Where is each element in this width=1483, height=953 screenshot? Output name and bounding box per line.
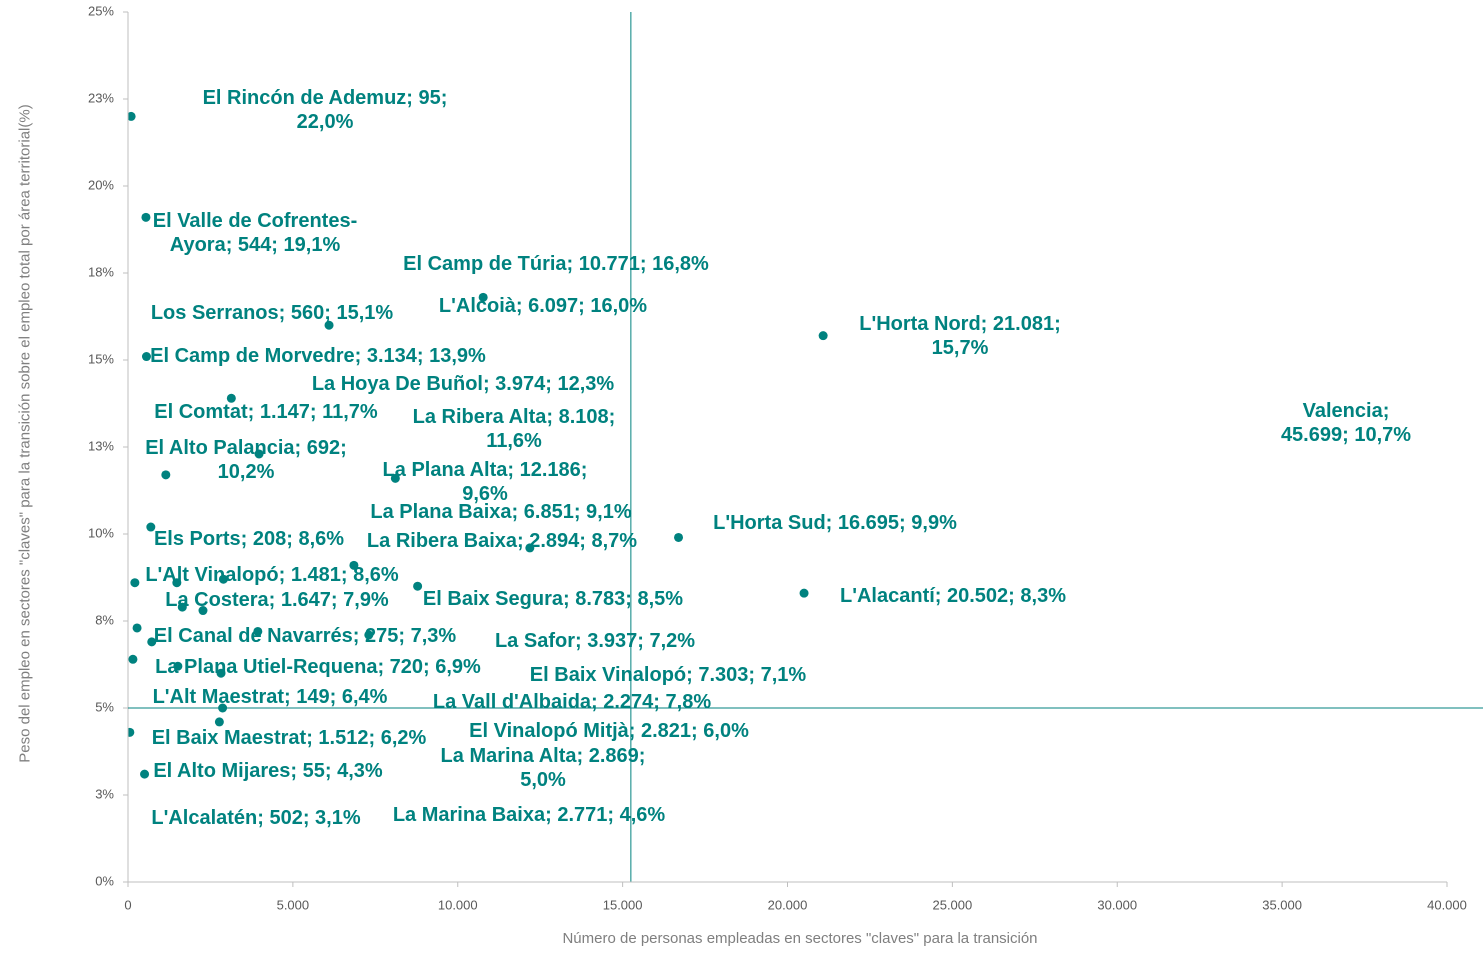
x-tick-label: 40.000 bbox=[1427, 897, 1467, 912]
data-label: La Ribera Alta; 8.108; 11,6% bbox=[412, 406, 616, 452]
data-label: La Marina Baixa; 2.771; 4,6% bbox=[392, 804, 666, 826]
data-label: El Camp de Túria; 10.771; 16,8% bbox=[403, 253, 709, 275]
y-tick-label: 13% bbox=[88, 438, 114, 453]
data-label: El Alto Mijares; 55; 4,3% bbox=[153, 760, 383, 782]
point bbox=[818, 331, 828, 341]
data-label: El Baix Segura; 8.783; 8,5% bbox=[422, 588, 684, 610]
point bbox=[140, 769, 150, 779]
data-label: El Camp de Morvedre; 3.134; 13,9% bbox=[150, 345, 486, 367]
point bbox=[226, 393, 236, 403]
point bbox=[132, 623, 142, 633]
x-tick-label: 30.000 bbox=[1097, 897, 1137, 912]
x-tick-label: 10.000 bbox=[438, 897, 478, 912]
point bbox=[324, 320, 334, 330]
point bbox=[141, 352, 151, 362]
data-label: El Rincón de Ademuz; 95; 22,0% bbox=[202, 87, 448, 133]
y-tick-label: 3% bbox=[95, 786, 114, 801]
x-tick-label: 35.000 bbox=[1262, 897, 1302, 912]
data-label: La Plana Utiel-Requena; 720; 6,9% bbox=[155, 656, 481, 678]
point bbox=[198, 606, 208, 616]
y-tick-label: 18% bbox=[88, 264, 114, 279]
data-label: La Hoya De Buñol; 3.974; 12,3% bbox=[311, 373, 615, 395]
data-label: L'Horta Sud; 16.695; 9,9% bbox=[713, 512, 957, 534]
point bbox=[141, 212, 151, 222]
point bbox=[173, 661, 183, 671]
data-label: L'Alacantí; 20.502; 8,3% bbox=[840, 585, 1066, 607]
x-tick-label: 5.000 bbox=[277, 897, 310, 912]
data-label: El Canal de Navarrés; 275; 7,3% bbox=[153, 625, 457, 647]
data-label: La Safor; 3.937; 7,2% bbox=[494, 630, 696, 652]
y-tick-label: 10% bbox=[88, 525, 114, 540]
point bbox=[130, 578, 140, 588]
x-tick-label: 20.000 bbox=[768, 897, 808, 912]
data-label: El Valle de Cofrentes-Ayora; 544; 19,1% bbox=[152, 210, 358, 256]
point bbox=[216, 668, 226, 678]
y-tick-label: 15% bbox=[88, 351, 114, 366]
data-label: L'Alcalatén; 502; 3,1% bbox=[151, 807, 361, 829]
point bbox=[364, 630, 374, 640]
data-label: La Vall d'Albaida; 2.274; 7,8% bbox=[432, 691, 712, 713]
data-label: La Costera; 1.647; 7,9% bbox=[165, 589, 389, 611]
point bbox=[413, 581, 423, 591]
point bbox=[349, 560, 359, 570]
plot-area bbox=[128, 12, 828, 882]
point bbox=[161, 470, 171, 480]
data-label: L'Alt Maestrat; 149; 6,4% bbox=[152, 686, 388, 708]
point bbox=[128, 111, 136, 121]
data-label: Els Ports; 208; 8,6% bbox=[153, 528, 345, 550]
y-tick-label: 0% bbox=[95, 873, 114, 888]
point bbox=[214, 717, 224, 727]
data-label: L'Alt Vinalopó; 1.481; 8,6% bbox=[145, 564, 399, 586]
y-tick-label: 5% bbox=[95, 699, 114, 714]
point bbox=[128, 727, 135, 737]
point bbox=[478, 292, 488, 302]
data-label: L'Alcoià; 6.097; 16,0% bbox=[438, 295, 648, 317]
data-label: Valencia; 45.699; 10,7% bbox=[1280, 400, 1412, 446]
data-label: La Marina Alta; 2.869; 5,0% bbox=[440, 745, 646, 791]
x-tick-label: 15.000 bbox=[603, 897, 643, 912]
data-label: La Plana Baixa; 6.851; 9,1% bbox=[370, 501, 632, 523]
data-label: L'Horta Nord; 21.081; 15,7% bbox=[859, 313, 1061, 359]
x-axis-title: Número de personas empleadas en sectores… bbox=[562, 930, 1038, 947]
point bbox=[147, 637, 157, 647]
point bbox=[390, 473, 400, 483]
data-label: La Plana Alta; 12.186; 9,6% bbox=[382, 459, 588, 505]
data-label: El Baix Maestrat; 1.512; 6,2% bbox=[151, 727, 427, 749]
point bbox=[799, 588, 809, 598]
point bbox=[525, 543, 535, 553]
point bbox=[177, 602, 187, 612]
y-axis-title: Peso del empleo en sectores "claves" par… bbox=[16, 104, 34, 763]
data-label: El Baix Vinalopó; 7.303; 7,1% bbox=[529, 664, 807, 686]
point bbox=[218, 574, 228, 584]
x-tick-label: 0 bbox=[124, 897, 131, 912]
y-tick-label: 23% bbox=[88, 90, 114, 105]
y-tick-label: 20% bbox=[88, 177, 114, 192]
point bbox=[674, 532, 684, 542]
data-label: La Ribera Baixa; 2.894; 8,7% bbox=[366, 530, 638, 552]
point bbox=[128, 654, 138, 664]
data-label: Los Serranos; 560; 15,1% bbox=[150, 302, 394, 324]
y-tick-label: 25% bbox=[88, 3, 114, 18]
point bbox=[254, 449, 264, 459]
point bbox=[253, 626, 263, 636]
data-label: El Vinalopó Mitjà; 2.821; 6,0% bbox=[469, 720, 749, 742]
x-tick-label: 25.000 bbox=[932, 897, 972, 912]
y-tick-label: 8% bbox=[95, 612, 114, 627]
data-label: El Comtat; 1.147; 11,7% bbox=[154, 401, 378, 423]
point bbox=[146, 522, 156, 532]
point bbox=[172, 578, 182, 588]
data-label: El Alto Palancia; 692; 10,2% bbox=[145, 437, 347, 483]
